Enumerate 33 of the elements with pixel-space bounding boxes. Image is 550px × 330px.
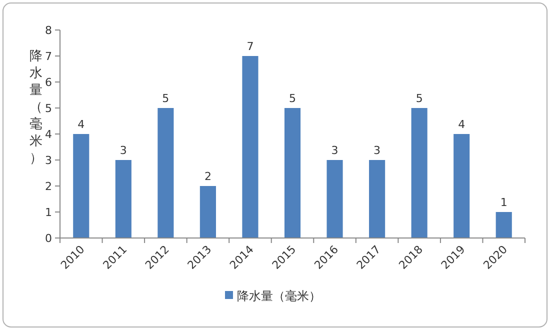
- bar: [200, 186, 216, 238]
- data-label: 3: [331, 144, 338, 157]
- y-tick-label: 2: [45, 180, 52, 193]
- y-tick-label: 8: [45, 24, 52, 37]
- data-label: 4: [458, 118, 466, 131]
- bar: [411, 108, 428, 238]
- bar: [369, 160, 386, 238]
- data-label: 5: [162, 92, 170, 105]
- bar: [496, 212, 512, 238]
- y-tick-label: 5: [45, 102, 52, 115]
- data-label: 1: [500, 196, 508, 209]
- y-tick-label: 7: [45, 50, 52, 63]
- bar: [115, 160, 132, 238]
- y-tick-label: 4: [45, 128, 52, 141]
- data-label: 3: [120, 144, 127, 157]
- y-tick-label: 0: [45, 232, 52, 245]
- data-label: 7: [246, 40, 254, 53]
- y-tick-label: 1: [45, 206, 52, 219]
- y-axis-title: 降水量（毫米）: [30, 49, 42, 166]
- data-label: 5: [289, 92, 296, 105]
- bar: [158, 108, 174, 238]
- bar: [73, 134, 90, 238]
- y-tick-label: 3: [45, 154, 52, 167]
- bar: [326, 160, 343, 238]
- bar: [454, 134, 470, 238]
- bar: [284, 108, 301, 238]
- bar: [242, 56, 258, 238]
- data-label: 2: [204, 170, 212, 183]
- data-label: 5: [416, 92, 423, 105]
- legend-label: 降水量（毫米）: [237, 289, 321, 303]
- data-label: 4: [78, 118, 85, 131]
- y-tick-label: 6: [45, 76, 52, 89]
- data-label: 3: [374, 144, 381, 157]
